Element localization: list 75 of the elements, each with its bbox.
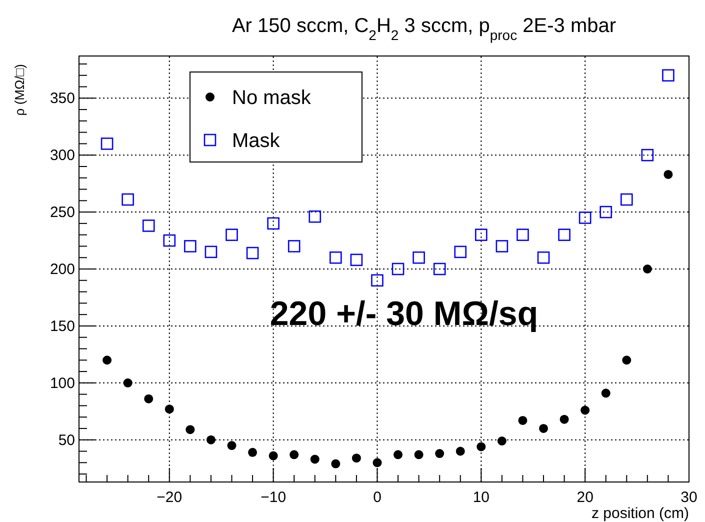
- x-tick-label: −20: [156, 489, 182, 506]
- point: [620, 193, 633, 206]
- point: [496, 240, 508, 252]
- point: [308, 210, 322, 223]
- point: [372, 458, 382, 468]
- point: [539, 424, 548, 433]
- point: [394, 450, 403, 460]
- point: [454, 246, 467, 258]
- point: [476, 442, 486, 452]
- point: [537, 251, 550, 264]
- point: [352, 454, 361, 463]
- point: [268, 451, 278, 460]
- point: [331, 459, 340, 468]
- point: [371, 274, 384, 287]
- point: [622, 356, 632, 365]
- point: [601, 388, 610, 398]
- point: [246, 246, 259, 260]
- x-tick-label: 0: [373, 489, 382, 506]
- point: [497, 436, 506, 446]
- point: [267, 217, 280, 230]
- point: [330, 251, 342, 264]
- point: [560, 414, 569, 424]
- y-tick-label: 50: [58, 432, 75, 449]
- y-tick-label: 350: [50, 90, 75, 108]
- point: [226, 228, 238, 241]
- point: [248, 448, 258, 457]
- x-tick-label: 30: [680, 489, 698, 506]
- point: [392, 262, 404, 276]
- y-tick-label: 200: [50, 261, 75, 278]
- x-tick-label: 10: [472, 489, 490, 506]
- annotation: 220 +/- 30 MΩ/sq: [270, 295, 538, 333]
- point: [310, 454, 320, 464]
- point: [642, 264, 652, 274]
- point: [350, 254, 363, 266]
- point: [186, 425, 195, 434]
- legend-label: No mask: [232, 87, 312, 109]
- point: [516, 228, 529, 241]
- point: [641, 148, 654, 162]
- point: [578, 212, 592, 224]
- point: [435, 449, 444, 458]
- point: [206, 435, 216, 444]
- x-tick-label: −10: [260, 489, 286, 506]
- point: [164, 404, 174, 414]
- point: [100, 138, 114, 150]
- point: [456, 446, 465, 456]
- x-axis-title: z position (cm): [591, 505, 689, 522]
- point: [122, 193, 134, 206]
- x-tick-label: 20: [576, 489, 594, 506]
- point: [558, 228, 570, 241]
- point: [123, 378, 132, 388]
- legend-label: Mask: [232, 130, 281, 152]
- point: [600, 206, 612, 218]
- point: [414, 450, 424, 460]
- point: [290, 450, 299, 460]
- point: [664, 170, 673, 179]
- y-tick-label: 250: [50, 204, 75, 222]
- point: [662, 69, 674, 82]
- point: [288, 240, 300, 252]
- point: [475, 228, 488, 241]
- point: [580, 406, 590, 415]
- point: [518, 416, 528, 425]
- point: [227, 441, 236, 450]
- y-tick-label: 150: [50, 318, 75, 335]
- y-tick-label: 100: [50, 374, 75, 392]
- chart-title: Ar 150 sccm, C$_{2}$H$_{2}$ 3 sccm, p$_{proc}$ 2E-3 mbar: [232, 15, 616, 43]
- point: [142, 220, 155, 232]
- point: [433, 262, 446, 276]
- y-tick-label: 300: [50, 147, 75, 164]
- point: [184, 240, 196, 252]
- point: [144, 394, 154, 404]
- point: [412, 251, 425, 264]
- point: [163, 234, 176, 247]
- y-axis-title: ρ (MΩ/□): [12, 64, 27, 116]
- point: [102, 356, 112, 365]
- point: [204, 246, 218, 258]
